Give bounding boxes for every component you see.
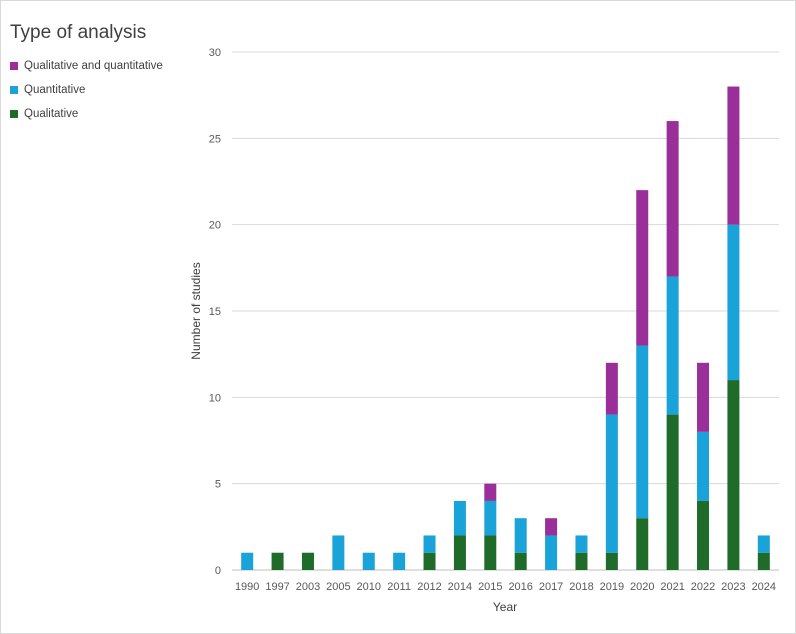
bar-segment-quantitative-2021 — [666, 276, 679, 415]
legend: Type of analysis Qualitative and quantit… — [10, 22, 163, 126]
y-axis-label: Number of studies — [189, 262, 203, 359]
x-tick-label: 2014 — [448, 581, 472, 593]
bar-segment-quantitative-2015 — [484, 500, 497, 536]
bar-segment-quantitative-2011 — [393, 552, 406, 570]
bar-segment-qualitative-2003 — [301, 552, 314, 570]
bar-segment-quantitative-2012 — [423, 535, 436, 553]
bar-segment-qualitative-and-quantitative-2019 — [605, 362, 618, 415]
bar-segment-quantitative-2020 — [636, 345, 649, 519]
legend-swatch-qualitative-and-quantitative — [10, 62, 18, 70]
bar-segment-quantitative-2005 — [332, 535, 345, 570]
bar-segment-qualitative-and-quantitative-2020 — [636, 190, 649, 346]
y-tick-label: 10 — [209, 392, 221, 404]
y-tick-label: 20 — [209, 220, 221, 232]
x-tick-label: 2020 — [630, 581, 654, 593]
x-tick-label: 1997 — [265, 581, 289, 593]
bar-segment-qualitative-2023 — [727, 380, 740, 570]
legend-item-qualitative: Qualitative — [10, 102, 163, 126]
y-tick-labels: 0 5 10 15 20 25 30 — [209, 47, 221, 577]
x-tick-label: 2019 — [600, 581, 624, 593]
bar-segment-qualitative-and-quantitative-2021 — [666, 121, 679, 277]
gridlines — [232, 51, 779, 571]
legend-label: Quantitative — [24, 84, 86, 96]
x-axis-label: Year — [493, 600, 517, 614]
bar-segment-qualitative-and-quantitative-2017 — [545, 518, 558, 536]
bar-segment-qualitative-2019 — [605, 552, 618, 570]
bar-segment-qualitative-2018 — [575, 552, 588, 570]
x-tick-label: 2012 — [417, 581, 441, 593]
bar-segment-quantitative-2023 — [727, 224, 740, 381]
legend-swatch-qualitative — [10, 110, 18, 118]
bar-segment-quantitative-2017 — [545, 535, 558, 570]
x-tick-labels: 1990 1997 2003 2005 2010 2011 2012 2014 2015 2016… — [235, 581, 776, 593]
legend-swatch-quantitative — [10, 86, 18, 94]
bar-segment-qualitative-and-quantitative-2015 — [484, 483, 497, 501]
y-tick-label: 5 — [215, 479, 221, 491]
bar-segment-qualitative-2020 — [636, 518, 649, 570]
legend-item-quantitative: Quantitative — [10, 78, 163, 102]
x-tick-label: 2016 — [508, 581, 532, 593]
y-tick-label: 0 — [215, 565, 221, 577]
bar-segment-qualitative-2016 — [514, 552, 527, 570]
bars — [241, 86, 770, 570]
bar-segment-quantitative-1990 — [241, 552, 254, 570]
legend-label: Qualitative — [24, 108, 79, 120]
x-tick-label: 2018 — [569, 581, 593, 593]
bar-segment-quantitative-2014 — [453, 500, 466, 536]
x-tick-label: 2021 — [660, 581, 684, 593]
x-tick-label: 1990 — [235, 581, 259, 593]
x-tick-label: 2005 — [326, 581, 350, 593]
x-tick-label: 2015 — [478, 581, 502, 593]
bar-segment-qualitative-and-quantitative-2022 — [697, 362, 710, 432]
y-tick-label: 25 — [209, 133, 221, 145]
bar-segment-quantitative-2024 — [757, 535, 770, 553]
bar-segment-qualitative-2015 — [484, 535, 497, 570]
legend-title: Type of analysis — [10, 22, 147, 43]
x-tick-label: 2003 — [296, 581, 320, 593]
y-tick-label: 30 — [209, 47, 221, 59]
bar-segment-qualitative-1997 — [271, 552, 284, 570]
x-tick-label: 2011 — [387, 581, 411, 593]
bar-segment-quantitative-2018 — [575, 535, 588, 553]
bar-segment-qualitative-and-quantitative-2023 — [727, 86, 740, 225]
bar-segment-quantitative-2010 — [362, 552, 375, 570]
bar-segment-qualitative-2024 — [757, 552, 770, 570]
x-tick-label: 2022 — [691, 581, 715, 593]
bar-segment-qualitative-2014 — [453, 535, 466, 570]
x-tick-label: 2010 — [357, 581, 381, 593]
x-tick-label: 2024 — [752, 581, 776, 593]
bar-segment-quantitative-2022 — [697, 431, 710, 501]
y-tick-label: 15 — [209, 306, 221, 318]
legend-label: Qualitative and quantitative — [24, 60, 163, 72]
x-tick-label: 2023 — [721, 581, 745, 593]
bar-segment-quantitative-2019 — [605, 414, 618, 553]
bar-segment-quantitative-2016 — [514, 518, 527, 553]
bar-segment-qualitative-2022 — [697, 500, 710, 570]
x-tick-label: 2017 — [539, 581, 563, 593]
bar-segment-qualitative-2021 — [666, 414, 679, 570]
bar-segment-qualitative-2012 — [423, 552, 436, 570]
legend-item-qualitative-and-quantitative: Qualitative and quantitative — [10, 54, 163, 78]
